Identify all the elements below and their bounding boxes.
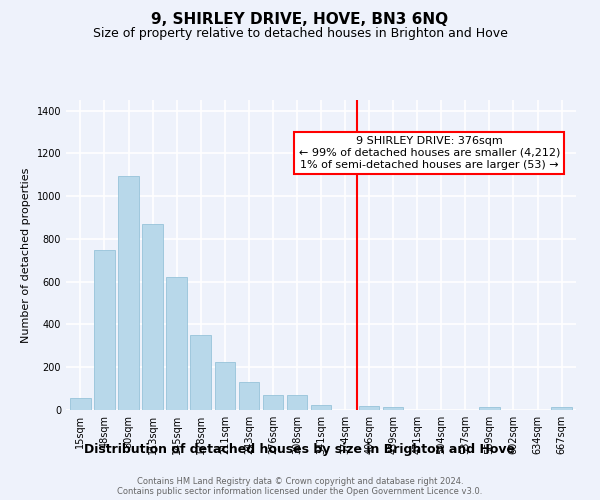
Bar [166,278,187,410]
Bar [287,394,307,410]
Bar [479,408,500,410]
Bar [190,335,211,410]
Bar [142,224,163,410]
Text: Contains HM Land Registry data © Crown copyright and database right 2024.: Contains HM Land Registry data © Crown c… [137,478,463,486]
Bar [551,408,572,410]
Y-axis label: Number of detached properties: Number of detached properties [21,168,31,342]
Bar [239,382,259,410]
Text: Contains public sector information licensed under the Open Government Licence v3: Contains public sector information licen… [118,488,482,496]
Bar [383,406,403,410]
Text: Size of property relative to detached houses in Brighton and Hove: Size of property relative to detached ho… [92,28,508,40]
Bar [215,362,235,410]
Text: 9 SHIRLEY DRIVE: 376sqm
← 99% of detached houses are smaller (4,212)
1% of semi-: 9 SHIRLEY DRIVE: 376sqm ← 99% of detache… [299,136,560,170]
Bar [311,404,331,410]
Bar [359,406,379,410]
Text: 9, SHIRLEY DRIVE, HOVE, BN3 6NQ: 9, SHIRLEY DRIVE, HOVE, BN3 6NQ [151,12,449,28]
Bar [263,396,283,410]
Text: Distribution of detached houses by size in Brighton and Hove: Distribution of detached houses by size … [85,442,515,456]
Bar [94,250,115,410]
Bar [70,398,91,410]
Bar [118,176,139,410]
